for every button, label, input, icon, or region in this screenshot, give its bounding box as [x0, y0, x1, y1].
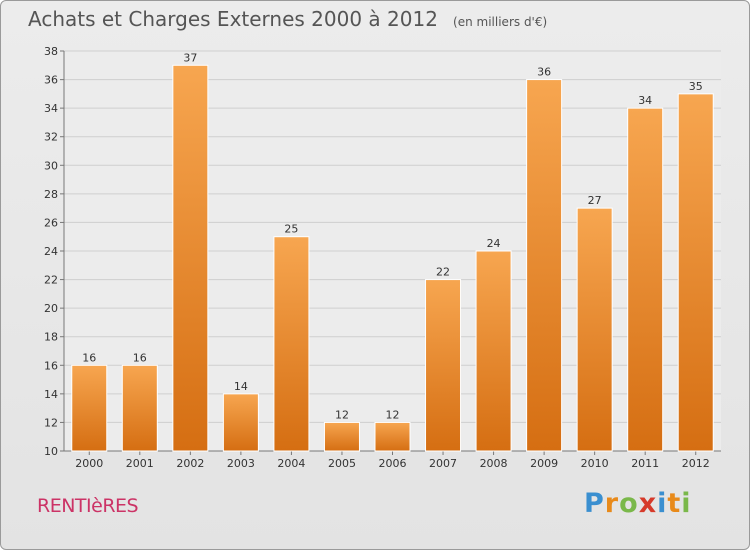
bar-value-label: 16 — [82, 351, 96, 364]
bar-value-label: 36 — [537, 66, 551, 79]
x-tick-label: 2006 — [379, 457, 407, 470]
y-tick-label: 22 — [44, 274, 58, 287]
bar-value-label: 12 — [335, 408, 349, 421]
title-row: Achats et Charges Externes 2000 à 2012 (… — [28, 7, 547, 31]
x-tick-label: 2004 — [277, 457, 305, 470]
bars — [71, 64, 714, 452]
logo-letter: x — [638, 488, 658, 519]
logo-letter: t — [667, 488, 682, 519]
bar — [71, 364, 108, 452]
bar-value-label: 37 — [183, 51, 197, 64]
y-tick-label: 18 — [44, 331, 58, 344]
y-tick-label: 12 — [44, 416, 58, 429]
bar-value-label: 25 — [284, 223, 298, 236]
x-tick-label: 2003 — [227, 457, 255, 470]
proxiti-logo: Proxiti — [584, 488, 692, 519]
y-tick-label: 14 — [44, 388, 58, 401]
x-tick-label: 2008 — [480, 457, 508, 470]
x-tick-label: 2007 — [429, 457, 457, 470]
x-tick-label: 2011 — [631, 457, 659, 470]
bar — [425, 279, 462, 452]
bar — [526, 79, 563, 452]
y-tick-label: 32 — [44, 131, 58, 144]
y-tick-label: 30 — [44, 159, 58, 172]
x-tick-label: 2012 — [682, 457, 710, 470]
logo-letter: i — [657, 488, 668, 519]
bar — [677, 93, 714, 452]
bar — [222, 393, 259, 452]
x-tick-label: 2010 — [581, 457, 609, 470]
y-tick-label: 10 — [44, 445, 58, 458]
labels: 10 12 14 16 18 20 22 24 26 28 30 32 34 36 38 16 2000 16 20… — [44, 45, 710, 470]
bar-value-label: 22 — [436, 266, 450, 279]
x-tick-label: 2002 — [176, 457, 204, 470]
x-tick-label: 2000 — [75, 457, 103, 470]
bar — [374, 421, 411, 452]
bar — [273, 236, 310, 452]
bar — [627, 107, 664, 452]
commune-name: RENTIèRES — [37, 495, 139, 517]
chart-title: Achats et Charges Externes 2000 à 2012 — [28, 7, 438, 31]
x-tick-label: 2001 — [126, 457, 154, 470]
bar — [576, 207, 613, 452]
bar-value-label: 34 — [638, 94, 652, 107]
bar-value-label: 14 — [234, 380, 248, 393]
logo-letter: o — [619, 488, 639, 519]
y-tick-label: 24 — [44, 245, 58, 258]
bar-value-label: 35 — [689, 80, 703, 93]
y-tick-label: 26 — [44, 216, 58, 229]
y-tick-label: 16 — [44, 359, 58, 372]
y-tick-label: 34 — [44, 102, 58, 115]
x-tick-label: 2009 — [530, 457, 558, 470]
logo-letter: r — [604, 488, 620, 519]
bar — [121, 364, 158, 452]
bar — [323, 421, 360, 452]
bar-value-label: 12 — [386, 408, 400, 421]
bar — [475, 250, 512, 452]
y-tick-label: 36 — [44, 74, 58, 87]
bar — [172, 64, 209, 452]
y-tick-label: 38 — [44, 45, 58, 58]
y-tick-label: 20 — [44, 302, 58, 315]
bar-value-label: 27 — [588, 194, 602, 207]
x-tick-label: 2005 — [328, 457, 356, 470]
logo-letter: P — [584, 488, 605, 519]
grid-lines — [64, 50, 721, 452]
logo-letter: i — [681, 488, 692, 519]
chart-subtitle: (en milliers d'€) — [453, 15, 548, 29]
bar-value-label: 24 — [487, 237, 501, 250]
bar-value-label: 16 — [133, 351, 147, 364]
y-tick-label: 28 — [44, 188, 58, 201]
